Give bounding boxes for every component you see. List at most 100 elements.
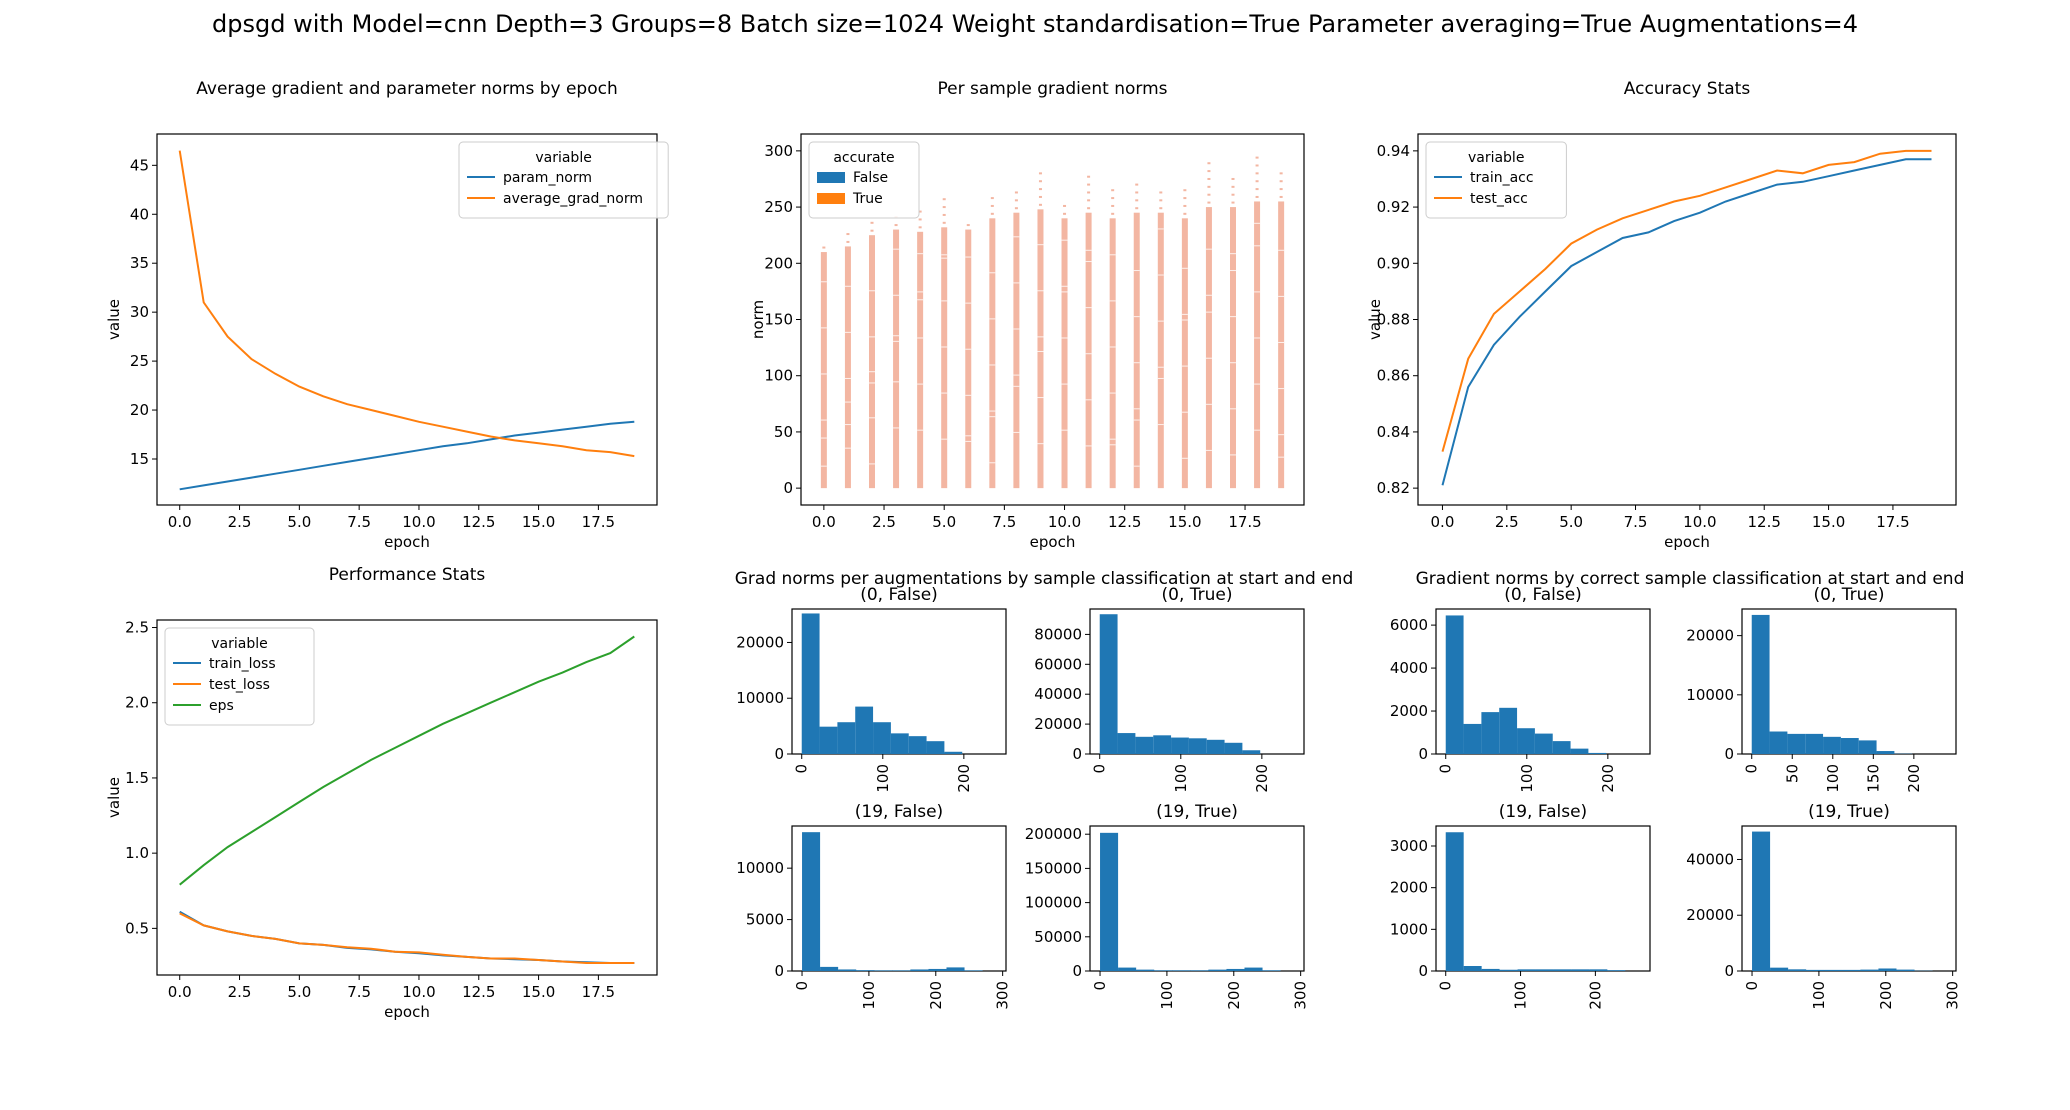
strip-gap [1157, 377, 1164, 379]
y-tick-label: 0.84 [1377, 423, 1410, 441]
x-tick-label: 100 [874, 764, 892, 793]
strip-dense [1278, 201, 1285, 489]
x-tick-label: 0.0 [168, 513, 192, 531]
strip-gap [1037, 397, 1044, 399]
strip-gap [917, 429, 924, 431]
strip-point [1207, 201, 1211, 204]
legend-entry: eps [209, 698, 234, 714]
strip-gap [1085, 307, 1092, 309]
strip-point [1087, 199, 1091, 202]
legend-entry: param_norm [503, 170, 592, 186]
strip-gap [868, 336, 875, 338]
x-tick-label: 200 [1599, 764, 1617, 793]
x-tick-label: 12.5 [1748, 513, 1781, 531]
strip-gap [1061, 291, 1068, 293]
histogram-bar [874, 970, 893, 971]
y-tick-label: 250 [764, 198, 793, 216]
x-tick-label: 7.5 [992, 513, 1016, 531]
x-tick-label: 12.5 [462, 513, 495, 531]
histogram-bar [1788, 969, 1807, 971]
legend-entry: test_acc [1470, 191, 1528, 207]
strip-gap [868, 371, 875, 373]
strip-point [1159, 191, 1163, 194]
y-tick-label: 150000 [1025, 859, 1082, 877]
strip-gap [844, 447, 851, 449]
aug_hists-group-title: Grad norms per augmentations by sample c… [735, 569, 1354, 589]
axes-frame [1741, 825, 1957, 972]
strip-gap [844, 377, 851, 379]
strip-gap [1109, 254, 1116, 256]
histogram-bar [855, 706, 874, 754]
strip-gap [965, 440, 972, 442]
strip-point [1183, 212, 1187, 215]
histogram-bar [1242, 750, 1261, 754]
y-tick-label: 1.5 [125, 769, 149, 787]
y-tick-label: 4000 [1390, 659, 1428, 677]
histogram-bars [1751, 614, 1913, 754]
strip-gap [1133, 316, 1140, 318]
correct_hists-panel-axes: 0 100 200 300 0 20000 40000 [1686, 825, 1962, 1010]
axes-frame [156, 133, 658, 506]
panel-title: (0, True) [1814, 585, 1885, 605]
histogram-bars [1752, 831, 1933, 971]
strip-gap [1061, 337, 1068, 339]
strip-gap [1230, 270, 1237, 272]
histogram-bar [1226, 968, 1245, 971]
histogram-bar [1535, 969, 1554, 971]
x-tick-label: 2.5 [228, 513, 252, 531]
strip-gap [1037, 336, 1044, 338]
histogram-bar [1208, 969, 1227, 971]
histogram-bar [1118, 967, 1137, 971]
strip-gap [965, 435, 972, 437]
norms-axes: 0.0 2.5 5.0 7.5 10.0 12.5 15.0 17.5 15 20 25 30 35 40… [105, 79, 658, 551]
strip-dense [1013, 212, 1020, 489]
y-tick-label: 30 [130, 303, 149, 321]
histogram-bar [1154, 970, 1173, 971]
x-tick-label: 0 [1743, 981, 1761, 991]
strip-gap [1109, 346, 1116, 348]
strip-gap [1278, 388, 1285, 390]
strip-point [942, 198, 946, 201]
strip-point [870, 229, 874, 232]
strip-gap [893, 340, 900, 342]
y-tick-label: 0.92 [1377, 198, 1410, 216]
y-tick-label: 0.90 [1377, 254, 1410, 272]
y-tick-label: 20000 [1686, 627, 1734, 645]
histogram-bar [964, 970, 983, 971]
axes-title: Accuracy Stats [1624, 79, 1751, 99]
histogram-bar [1806, 969, 1825, 971]
y-tick-label: 0 [1724, 745, 1734, 763]
histogram-bar [1752, 831, 1771, 971]
strip-gap [1037, 290, 1044, 292]
strip-gap [1230, 408, 1237, 410]
y-tick-label: 25 [130, 352, 149, 370]
strip-point [1159, 207, 1163, 210]
y-tick-label: 20000 [1034, 715, 1082, 733]
strip-dense [1230, 207, 1237, 489]
strip-dense [1061, 218, 1068, 489]
histogram-bar [820, 966, 839, 971]
strip-gap [941, 257, 948, 259]
axes-frame [156, 619, 658, 976]
x-tick-label: 100 [860, 981, 878, 1010]
strip-gap [868, 417, 875, 419]
strip-gap [1085, 399, 1092, 401]
strip-point [990, 212, 994, 215]
histogram-bar [838, 969, 857, 971]
strip-gap [989, 272, 996, 274]
y-tick-label: 0 [1072, 962, 1082, 980]
strip-gap [1061, 383, 1068, 385]
histogram-bar [1481, 968, 1500, 971]
legend: variable param_norm average_grad_norm [458, 141, 669, 219]
x-tick-label: 100 [1518, 764, 1536, 793]
histogram-bar [1136, 969, 1155, 971]
legend-title: accurate [833, 150, 894, 166]
strip-gap [1205, 311, 1212, 313]
y-tick-label: 200 [764, 254, 793, 272]
strip-point [1135, 199, 1139, 202]
strip-gap [844, 401, 851, 403]
strip-point [1135, 191, 1139, 194]
strip-dense [989, 218, 996, 489]
